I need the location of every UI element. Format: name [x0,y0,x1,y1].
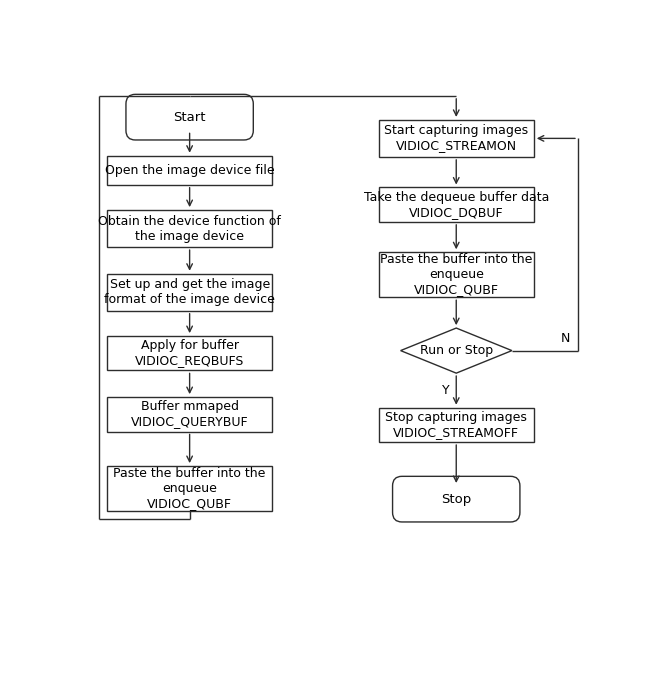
Text: Stop: Stop [441,493,472,506]
FancyBboxPatch shape [393,476,520,522]
Text: Run or Stop: Run or Stop [420,344,493,357]
Text: Set up and get the image
format of the image device: Set up and get the image format of the i… [104,278,275,306]
FancyBboxPatch shape [126,94,253,140]
Text: Paste the buffer into the
enqueue
VIDIOC_QUBF: Paste the buffer into the enqueue VIDIOC… [380,254,532,296]
Bar [379,187,534,222]
Text: N: N [560,332,570,345]
Polygon shape [401,328,512,373]
Text: Buffer mmaped
VIDIOC_QUERYBUF: Buffer mmaped VIDIOC_QUERYBUF [131,400,248,429]
Bar [379,252,534,297]
Text: Take the dequeue buffer data
VIDIOC_DQBUF: Take the dequeue buffer data VIDIOC_DQBU… [363,191,549,218]
Bar [107,156,273,185]
Bar [107,397,273,431]
Bar [107,466,273,511]
Bar [379,408,534,442]
Bar [107,210,273,247]
Text: Open the image device file: Open the image device file [105,164,275,176]
Text: Obtain the device function of
the image device: Obtain the device function of the image … [98,214,281,243]
Bar [379,120,534,157]
Bar [107,336,273,371]
Text: Start capturing images
VIDIOC_STREAMON: Start capturing images VIDIOC_STREAMON [384,125,528,152]
Text: Paste the buffer into the
enqueue
VIDIOC_QUBF: Paste the buffer into the enqueue VIDIOC… [114,467,266,510]
Text: Start: Start [174,111,206,123]
Text: Stop capturing images
VIDIOC_STREAMOFF: Stop capturing images VIDIOC_STREAMOFF [385,411,527,439]
Text: Apply for buffer
VIDIOC_REQBUFS: Apply for buffer VIDIOC_REQBUFS [135,339,244,367]
Text: Y: Y [442,384,450,397]
Bar [107,274,273,311]
